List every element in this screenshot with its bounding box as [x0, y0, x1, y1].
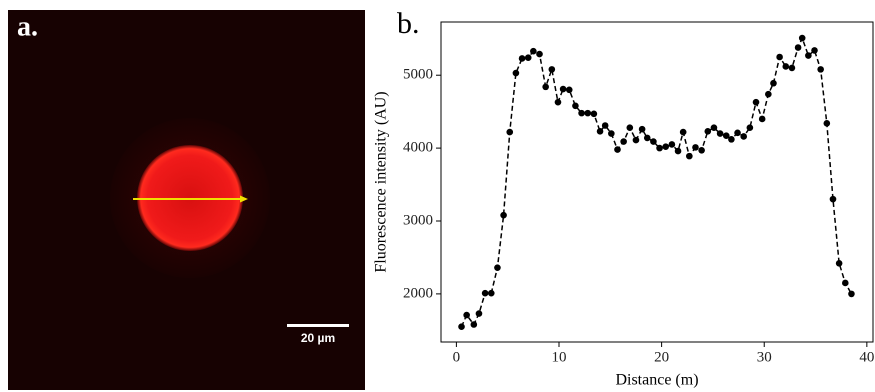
data-point [835, 259, 843, 267]
data-point [481, 289, 489, 297]
data-point [679, 128, 687, 136]
x-axis-label: Distance (m) [615, 372, 698, 389]
data-point [823, 120, 831, 127]
data-point [518, 55, 526, 62]
data-point [536, 50, 543, 58]
data-point [841, 279, 849, 287]
data-point [662, 143, 670, 150]
x-tick-label: 30 [757, 349, 772, 365]
data-point [734, 129, 741, 137]
data-point [765, 90, 772, 98]
data-point [608, 130, 615, 137]
data-point [596, 128, 604, 135]
data-point [710, 124, 718, 131]
data-point [463, 311, 470, 319]
y-tick-label: 5000 [403, 67, 433, 83]
x-tick-label: 0 [453, 349, 461, 365]
plot-frame [440, 21, 874, 343]
scale-bar [287, 324, 349, 327]
data-point [643, 134, 651, 142]
data-point [572, 102, 579, 110]
data-point [811, 47, 818, 54]
y-axis-label: Fluorescence intensity (AU) [373, 91, 390, 272]
data-point [848, 290, 855, 298]
data-point [698, 146, 705, 154]
data-point [722, 132, 730, 140]
data-point [548, 66, 556, 73]
data-point [740, 133, 748, 140]
panel-label: b. [397, 7, 420, 40]
data-point [578, 109, 585, 117]
data-point [794, 44, 802, 51]
data-point [584, 109, 592, 117]
x-tick-label: 40 [859, 349, 874, 365]
data-point [620, 138, 627, 145]
data-point [614, 146, 621, 153]
data-point [668, 141, 676, 148]
data-point [650, 138, 657, 145]
data-point [601, 122, 609, 129]
data-point [798, 34, 806, 42]
data-line [460, 35, 853, 327]
data-point [524, 54, 532, 62]
data-point [704, 128, 712, 135]
data-point [559, 85, 567, 93]
data-point [530, 47, 537, 55]
y-tick-label: 2000 [403, 285, 433, 301]
data-point [470, 321, 478, 328]
data-point [758, 115, 766, 123]
data-point [829, 195, 837, 203]
data-point [487, 289, 495, 297]
panel-label: a. [17, 11, 38, 42]
data-point [475, 310, 483, 317]
data-point [716, 130, 724, 137]
data-point [728, 136, 735, 143]
data-point [554, 98, 562, 106]
data-point [805, 52, 812, 59]
data-point [817, 66, 824, 73]
data-point [770, 79, 777, 87]
data-point [752, 98, 760, 106]
data-point [746, 124, 754, 131]
data-point [500, 211, 507, 219]
x-tick-label: 10 [552, 349, 567, 365]
data-point [788, 64, 796, 72]
data-point [692, 144, 699, 151]
arrow-head [240, 195, 248, 203]
data-point [632, 136, 640, 144]
data-point [542, 83, 549, 91]
panel-b: b. Distance (m) Fluorescence intensity (… [373, 7, 875, 389]
data-point [512, 69, 520, 77]
data-point [656, 144, 663, 152]
panel-a: 20 µm a. [8, 10, 365, 390]
data-point [458, 323, 465, 330]
y-tick-label: 4000 [403, 140, 433, 156]
scale-bar-label: 20 µm [301, 331, 335, 345]
data-point [776, 53, 783, 61]
data-point [506, 128, 514, 136]
data-point [686, 152, 693, 160]
data-point [626, 124, 634, 131]
data-point [638, 125, 646, 133]
x-tick-label: 20 [654, 349, 669, 365]
data-point [674, 147, 682, 155]
data-point [565, 86, 573, 94]
data-point [782, 63, 790, 70]
y-tick-label: 3000 [403, 212, 433, 228]
data-point [590, 110, 598, 118]
data-point [494, 264, 501, 271]
